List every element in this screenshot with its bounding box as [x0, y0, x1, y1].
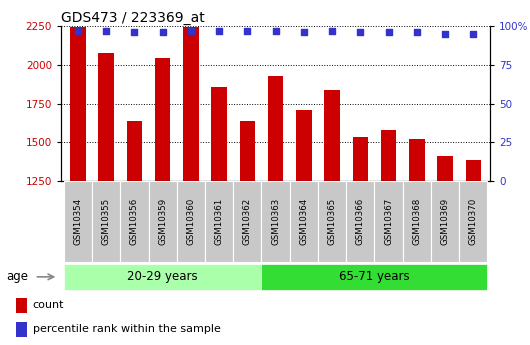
- Bar: [240, 120, 255, 181]
- Point: [441, 31, 449, 36]
- Bar: [211, 87, 227, 181]
- Text: GSM10368: GSM10368: [412, 198, 421, 245]
- Text: GSM10361: GSM10361: [215, 198, 224, 245]
- Text: GDS473 / 223369_at: GDS473 / 223369_at: [61, 11, 205, 25]
- Text: count: count: [32, 300, 64, 310]
- Bar: [381, 130, 396, 181]
- Text: 65-71 years: 65-71 years: [339, 270, 410, 283]
- Bar: [465, 160, 481, 181]
- Point: [328, 28, 337, 33]
- Bar: [205, 181, 233, 262]
- Point: [102, 28, 110, 33]
- Text: GSM10364: GSM10364: [299, 198, 308, 245]
- Point: [158, 29, 167, 35]
- Text: GSM10362: GSM10362: [243, 198, 252, 245]
- Bar: [409, 139, 425, 181]
- Bar: [268, 76, 284, 181]
- Bar: [148, 181, 176, 262]
- Point: [187, 28, 195, 33]
- Text: GSM10359: GSM10359: [158, 198, 167, 245]
- Bar: [403, 181, 431, 262]
- Point: [356, 29, 365, 35]
- Bar: [176, 181, 205, 262]
- Text: percentile rank within the sample: percentile rank within the sample: [32, 325, 220, 335]
- Text: GSM10370: GSM10370: [469, 198, 478, 245]
- Text: GSM10366: GSM10366: [356, 198, 365, 245]
- Text: GSM10360: GSM10360: [187, 198, 196, 245]
- Bar: [324, 89, 340, 181]
- Bar: [431, 181, 459, 262]
- Point: [271, 28, 280, 33]
- Bar: [127, 120, 142, 181]
- Point: [243, 28, 252, 33]
- Bar: [64, 264, 261, 290]
- Text: 20-29 years: 20-29 years: [127, 270, 198, 283]
- Point: [130, 29, 139, 35]
- Point: [412, 29, 421, 35]
- Text: GSM10365: GSM10365: [328, 198, 337, 245]
- Bar: [459, 181, 488, 262]
- Text: GSM10355: GSM10355: [102, 198, 111, 245]
- Bar: [346, 181, 375, 262]
- Bar: [375, 181, 403, 262]
- Point: [469, 31, 478, 36]
- Bar: [352, 137, 368, 181]
- Text: age: age: [6, 270, 29, 283]
- Bar: [233, 181, 261, 262]
- Point: [215, 28, 223, 33]
- Bar: [437, 156, 453, 181]
- Text: GSM10369: GSM10369: [440, 198, 449, 245]
- Bar: [261, 181, 290, 262]
- Bar: [70, 28, 86, 181]
- Bar: [290, 181, 318, 262]
- Bar: [99, 53, 114, 181]
- Text: GSM10356: GSM10356: [130, 198, 139, 245]
- Bar: [261, 264, 488, 290]
- Text: GSM10354: GSM10354: [73, 198, 82, 245]
- Bar: [64, 181, 92, 262]
- Bar: [16, 298, 28, 313]
- Bar: [16, 322, 28, 337]
- Bar: [120, 181, 148, 262]
- Bar: [155, 59, 170, 181]
- Text: GSM10367: GSM10367: [384, 198, 393, 245]
- Point: [384, 29, 393, 35]
- Bar: [318, 181, 346, 262]
- Bar: [296, 110, 312, 181]
- Bar: [183, 28, 199, 181]
- Text: GSM10363: GSM10363: [271, 198, 280, 245]
- Point: [299, 29, 308, 35]
- Point: [74, 28, 82, 33]
- Bar: [92, 181, 120, 262]
